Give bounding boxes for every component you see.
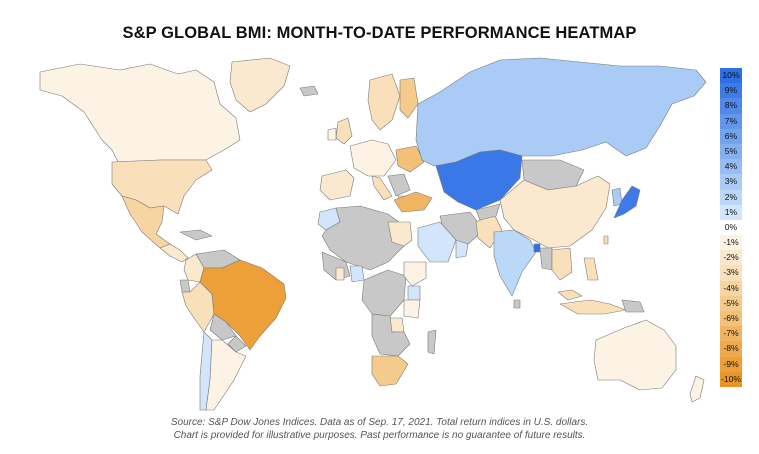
legend-cell: -9% [720, 356, 742, 372]
region-indonesia [559, 299, 627, 315]
region-bolivia [209, 313, 237, 341]
legend-cell: -4% [720, 280, 742, 296]
region-scandinavia [367, 73, 401, 131]
region-north-africa [321, 205, 405, 271]
region-nigeria [349, 265, 365, 283]
legend-cell: 1% [720, 204, 742, 220]
region-balkans [387, 173, 411, 197]
legend-cell: 4% [720, 159, 742, 175]
region-russia [415, 57, 707, 167]
source-note: Source: S&P Dow Jones Indices. Data as o… [0, 416, 759, 442]
region-malaysia [557, 289, 583, 301]
region-kenya [407, 285, 421, 301]
legend-cell: -6% [720, 311, 742, 327]
region-philippines [583, 257, 599, 281]
region-brazil [199, 259, 287, 351]
region-tanzania [403, 299, 421, 319]
region-southern-africa [371, 313, 411, 357]
legend-cell: -7% [720, 326, 742, 342]
region-png [621, 299, 645, 313]
legend-cell: 7% [720, 113, 742, 129]
legend-cell: 0% [720, 219, 742, 236]
region-china [499, 175, 611, 249]
source-line-1: Source: S&P Dow Jones Indices. Data as o… [170, 417, 589, 428]
region-canada [39, 63, 241, 163]
region-italy [371, 175, 393, 201]
source-line-2: Chart is provided for illustrative purpo… [173, 430, 586, 441]
chart-title: S&P GLOBAL BMI: MONTH-TO-DATE PERFORMANC… [122, 24, 637, 42]
region-iceland [299, 85, 319, 97]
region-afghanistan [475, 203, 501, 221]
region-caribbean [179, 229, 213, 241]
region-uk [335, 117, 353, 145]
region-finland [399, 77, 419, 119]
region-kazakhstan [435, 149, 523, 211]
region-argentina [205, 339, 247, 411]
region-eastern-europe [395, 145, 425, 173]
region-greenland [229, 57, 291, 113]
region-turkey [393, 191, 433, 213]
region-east-africa [403, 261, 427, 287]
legend-cell: -10% [720, 371, 742, 387]
region-india [493, 229, 537, 297]
legend-cell: -3% [720, 265, 742, 281]
legend-cell: 2% [720, 189, 742, 205]
legend-cell: -1% [720, 235, 742, 251]
region-australia [593, 319, 677, 391]
region-saudi [417, 221, 457, 263]
legend-cell: -8% [720, 341, 742, 357]
region-south-africa [371, 355, 409, 387]
region-se-asia [551, 247, 573, 281]
region-japan [613, 185, 641, 219]
legend-cell: -2% [720, 250, 742, 266]
region-egypt [387, 221, 413, 247]
legend-cell: 3% [720, 174, 742, 190]
region-mexico [121, 195, 171, 249]
legend-cell: 9% [720, 83, 742, 99]
legend-cell: 10% [720, 68, 742, 84]
region-central-africa [361, 269, 407, 317]
region-europe-west [349, 139, 397, 177]
region-nz [689, 375, 705, 403]
region-madagascar [427, 329, 437, 355]
region-ghana [335, 267, 345, 281]
legend-cell: 8% [720, 98, 742, 114]
region-central-america [159, 243, 189, 263]
legend-cell: 6% [720, 128, 742, 144]
region-bangladesh [533, 243, 541, 253]
region-gulf [455, 239, 469, 259]
region-taiwan [603, 235, 609, 245]
legend-cell: -5% [720, 295, 742, 311]
region-iberia [319, 169, 355, 201]
legend-cell: 5% [720, 143, 742, 160]
region-sri-lanka [513, 299, 521, 309]
color-scale-legend: 10% 9% 8% 7% 6% 5% 4% 3% 2% 1% 0% -1% -2% -3% -4% -5% -6… [720, 68, 742, 387]
region-myanmar [539, 247, 553, 271]
region-ecuador [179, 279, 191, 293]
region-ireland [327, 127, 337, 141]
